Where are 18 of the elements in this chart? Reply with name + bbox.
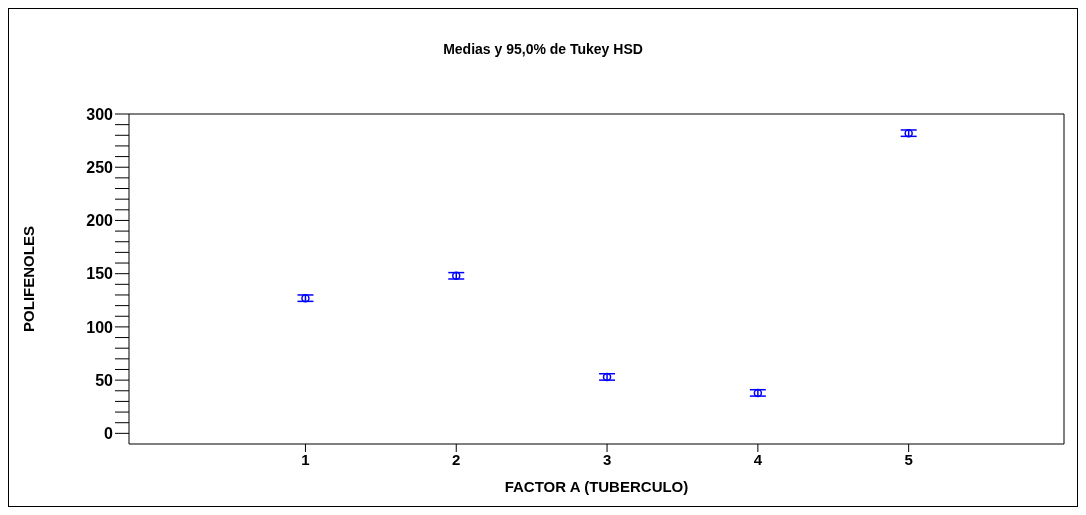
y-tick-label: 200 [86, 212, 114, 230]
point [452, 271, 461, 281]
y-tick-label: 150 [86, 265, 114, 283]
point [602, 372, 612, 382]
y-tick-label: 100 [86, 318, 114, 336]
x-axis-title: FACTOR A (TUBERCULO) [504, 478, 689, 495]
y-tick-label: 250 [86, 158, 114, 176]
x-tick-label: 2 [452, 450, 461, 468]
x-tick-label: 1 [301, 450, 310, 468]
x-tick-label: 5 [904, 450, 913, 468]
y-tick-label: 50 [95, 371, 114, 389]
x-tick-label: 3 [602, 450, 612, 468]
chart-title: Medias y 95,0% de Tukey HSD [442, 41, 644, 57]
y-axis-title: POLIFENOLES [20, 226, 38, 332]
point [753, 388, 763, 398]
y-tick-label: 300 [86, 105, 114, 123]
y-tick-label: 0 [104, 425, 114, 443]
x-tick-label: 4 [753, 450, 763, 468]
